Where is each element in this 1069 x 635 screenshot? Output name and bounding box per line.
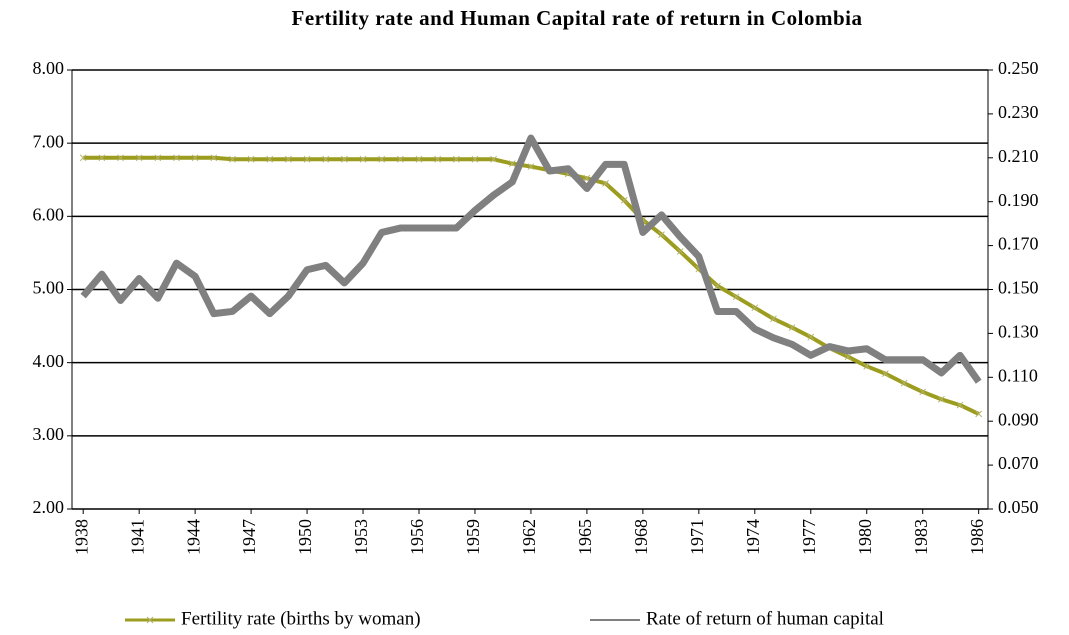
y2-tick-label: 0.130 (998, 322, 1039, 342)
point-marker (956, 401, 964, 409)
point-marker (303, 155, 311, 163)
point-marker (396, 155, 404, 163)
x-tick-label: 1971 (687, 519, 707, 555)
point-marker (378, 155, 386, 163)
y2-tick-label: 0.210 (998, 146, 1039, 166)
series-line (83, 155, 980, 416)
y-tick-label: 7.00 (33, 131, 65, 151)
legend-label: Rate of return of human capital (646, 608, 884, 629)
point-marker (882, 370, 889, 377)
point-marker (732, 293, 740, 301)
point-marker (508, 160, 516, 168)
point-marker (938, 395, 945, 403)
point-marker (266, 155, 274, 163)
point-marker (751, 304, 759, 312)
y2-tick-label: 0.250 (998, 58, 1039, 78)
point-marker (620, 196, 628, 204)
x-tick-label: 1953 (351, 519, 371, 555)
x-tick-label: 1947 (239, 519, 259, 555)
x-tick-label: 1941 (127, 519, 147, 555)
point-marker (154, 154, 162, 162)
point-marker (770, 315, 777, 323)
y2-tick-label: 0.150 (998, 278, 1039, 298)
point-marker (191, 154, 199, 162)
point-marker (919, 388, 927, 396)
x-tick-label: 1938 (71, 519, 91, 555)
point-marker (471, 155, 479, 163)
chart-title: Fertility rate and Human Capital rate of… (292, 6, 863, 30)
x-tick-label: 1962 (519, 519, 539, 555)
point-marker (415, 155, 423, 163)
point-marker (788, 324, 796, 331)
point-marker (807, 333, 815, 341)
legend-label: Fertility rate (births by woman) (181, 608, 421, 629)
point-marker (602, 180, 609, 187)
point-marker (341, 155, 348, 163)
point-marker (452, 155, 460, 163)
x-tick-label: 1980 (855, 519, 875, 555)
point-marker (714, 282, 721, 290)
x-tick-label: 1965 (575, 519, 595, 555)
point-marker (285, 155, 292, 163)
y2-tick-label: 0.190 (998, 190, 1039, 210)
point-marker (117, 154, 124, 162)
point-marker (210, 154, 218, 162)
x-tick-label: 1986 (967, 519, 987, 555)
point-marker (98, 154, 106, 162)
point-marker (900, 379, 908, 387)
y-tick-label: 2.00 (33, 497, 65, 517)
x-tick-label: 1968 (631, 519, 651, 555)
x-tick-label: 1983 (911, 519, 931, 555)
x-tick-label: 1956 (407, 519, 427, 555)
x-tick-label: 1977 (799, 519, 819, 555)
y2-tick-label: 0.230 (998, 102, 1039, 122)
y-tick-label: 6.00 (33, 204, 65, 224)
point-marker (658, 231, 665, 238)
point-marker (322, 155, 330, 163)
y2-tick-label: 0.110 (998, 365, 1038, 385)
x-tick-label: 1959 (463, 519, 483, 555)
point-marker (173, 154, 180, 162)
point-marker (863, 362, 871, 370)
y2-tick-label: 0.050 (998, 497, 1039, 517)
y-tick-label: 4.00 (33, 351, 65, 371)
point-marker (79, 154, 87, 162)
y-tick-label: 3.00 (33, 424, 65, 444)
point-marker (247, 155, 255, 163)
y2-tick-label: 0.090 (998, 409, 1039, 429)
point-marker (975, 410, 983, 418)
point-marker (490, 155, 497, 163)
point-marker (434, 155, 442, 163)
x-tick-label: 1944 (183, 519, 203, 555)
point-marker (527, 163, 535, 170)
y-tick-label: 5.00 (33, 278, 65, 298)
y2-tick-label: 0.170 (998, 234, 1039, 254)
point-marker (676, 248, 684, 255)
point-marker (359, 155, 367, 163)
point-marker (844, 353, 852, 361)
x-tick-label: 1974 (743, 519, 763, 555)
series-line (80, 134, 982, 384)
y-tick-label: 8.00 (33, 58, 65, 78)
point-marker (229, 155, 236, 163)
legend-marker (146, 616, 154, 624)
y2-tick-label: 0.070 (998, 453, 1039, 473)
x-tick-label: 1950 (295, 519, 315, 555)
point-marker (135, 154, 143, 162)
